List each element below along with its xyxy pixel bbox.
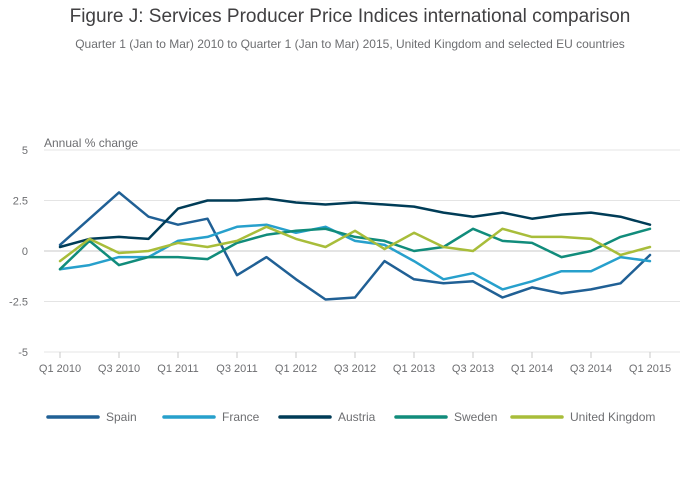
legend-label: France [222,410,260,424]
series-line-austria[interactable] [58,197,652,249]
x-tick-label: Q1 2011 [157,363,198,375]
legend-label: Sweden [454,410,497,424]
legend-label: Austria [338,410,376,424]
chart-subtitle: Quarter 1 (Jan to Mar) 2010 to Quarter 1… [75,37,625,51]
y-tick-label: 2.5 [13,196,28,208]
x-tick-label: Q1 2012 [275,363,317,375]
y-tick-label: 0 [22,246,28,258]
y-tick-label: -5 [18,347,28,359]
series-line-spain[interactable] [58,191,652,301]
series-line-sweden[interactable] [58,227,652,271]
y-tick-label: -2.5 [9,297,28,309]
legend-item-spain[interactable]: Spain [46,410,137,424]
series-lines [58,191,652,301]
y-axis-label: Annual % change [44,136,138,150]
x-axis-ticks: Q1 2010 Q3 2010 Q1 2011 Q3 2011 Q1 2012 Q3 20… [39,352,671,375]
legend-item-sweden[interactable]: Sweden [394,410,497,424]
legend-item-united-kingdom[interactable]: United Kingdom [510,410,655,424]
legend-item-austria[interactable]: Austria [278,410,376,424]
legend-item-france[interactable]: France [162,410,260,424]
x-tick-label: Q1 2013 [393,363,435,375]
x-tick-label: Q3 2014 [570,363,612,375]
x-tick-label: Q1 2010 [39,363,81,375]
series-line-united-kingdom[interactable] [58,225,652,263]
y-tick-label: 5 [22,145,28,157]
y-axis-ticks: 5 2.5 0 -2.5 -5 [9,145,28,359]
series-line-france[interactable] [58,223,652,291]
x-tick-label: Q3 2013 [452,363,494,375]
chart-title: Figure J: Services Producer Price Indice… [69,6,631,27]
x-tick-label: Q3 2012 [334,363,376,375]
x-tick-label: Q1 2014 [511,363,553,375]
x-tick-label: Q3 2010 [98,363,140,375]
legend: Spain France Austria Sweden United Kingdom [46,410,655,424]
x-tick-label: Q1 2015 [629,363,671,375]
x-tick-label: Q3 2011 [216,363,257,375]
legend-label: Spain [106,410,137,424]
legend-label: United Kingdom [570,410,655,424]
